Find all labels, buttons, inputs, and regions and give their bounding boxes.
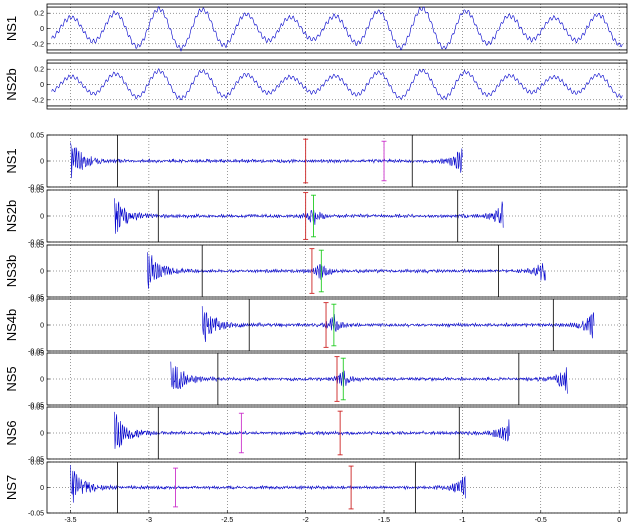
error-bar [337, 410, 343, 456]
y-axis-label: NS2b [4, 68, 19, 101]
panel-6: -0.05 0 0.05 NS5 [4, 351, 628, 410]
error-bar [323, 302, 329, 348]
series-line [114, 198, 504, 234]
panel-2: -0.05 0 0.05 NS1 [4, 133, 628, 192]
panel-5: -0.05 0 0.05 NS4b [4, 297, 628, 356]
error-bar [303, 138, 309, 184]
y-tick-label: 0 [40, 26, 44, 33]
panel-7: -0.05 0 0.05 NS6 [4, 405, 628, 464]
error-bar [340, 357, 346, 401]
y-tick-label: 0.05 [30, 351, 44, 358]
y-tick-label: 0 [40, 431, 44, 438]
y-axis-label: NS3b [4, 255, 19, 288]
panel-1: -0.2 0 0.2 NS2b [4, 59, 628, 110]
y-tick-label: 0 [40, 82, 44, 89]
x-tick-label: -1.5 [378, 517, 390, 524]
error-bar [309, 248, 315, 294]
y-tick-label: -0.05 [28, 403, 44, 410]
y-tick-label: 0.2 [34, 11, 44, 18]
y-tick-label: 0.05 [30, 297, 44, 304]
x-tick-label: 0 [617, 517, 621, 524]
y-tick-label: 0.2 [34, 67, 44, 74]
error-bar [310, 194, 316, 238]
error-bar [334, 356, 340, 402]
error-bar [173, 467, 179, 508]
y-tick-label: -0.2 [32, 41, 44, 48]
x-tick-label: -2 [303, 517, 309, 524]
x-tick-label: -3.5 [64, 517, 76, 524]
y-tick-label: -0.05 [28, 185, 44, 192]
series-line [147, 252, 546, 289]
series-line [70, 465, 466, 503]
error-bar [318, 249, 324, 293]
error-bar [348, 465, 354, 510]
panel-0: -0.2 0 0.2 NS1 [4, 3, 628, 54]
y-tick-label: 0.05 [30, 460, 44, 467]
y-tick-label: 0.05 [30, 405, 44, 412]
y-tick-label: 0 [40, 377, 44, 384]
y-tick-label: 0 [40, 159, 44, 166]
y-axis-label: NS2b [4, 200, 19, 233]
y-tick-label: 0.05 [30, 243, 44, 250]
y-tick-label: 0.05 [30, 133, 44, 140]
y-tick-label: -0.05 [28, 349, 44, 356]
y-tick-label: -0.05 [28, 511, 44, 518]
y-axis-label: NS5 [4, 366, 19, 391]
series-line [51, 5, 623, 52]
panel-3: -0.05 0 0.05 NS2b [4, 188, 628, 247]
error-bar [238, 412, 244, 454]
y-tick-label: -0.2 [32, 97, 44, 104]
error-bar [381, 140, 387, 182]
series-line [170, 361, 568, 394]
series-line [201, 306, 595, 343]
series-line [114, 411, 510, 449]
y-tick-label: -0.05 [28, 240, 44, 247]
panel-4: -0.05 0 0.05 NS3b [4, 243, 628, 302]
x-tick-label: -0.5 [535, 517, 547, 524]
x-tick-label: -3 [146, 517, 152, 524]
y-tick-label: 0 [40, 323, 44, 330]
y-tick-label: 0 [40, 214, 44, 221]
y-axis-label: NS1 [4, 148, 19, 173]
y-axis-label: NS4b [4, 309, 19, 342]
error-bar [331, 303, 337, 347]
series-line [70, 142, 463, 179]
y-tick-label: -0.05 [28, 295, 44, 302]
error-bar [303, 192, 309, 240]
y-tick-label: -0.05 [28, 457, 44, 464]
x-tick-label: -1 [459, 517, 465, 524]
panel-8: -0.05 0 0.05 NS7 -3.5 -3 -2.5 -2 -1.5 -1 -0.5 0 [4, 460, 628, 524]
y-axis-label: NS7 [4, 475, 19, 500]
y-tick-label: 0.05 [30, 188, 44, 195]
y-axis-label: NS1 [4, 16, 19, 41]
series-line [51, 68, 623, 101]
y-axis-label: NS6 [4, 420, 19, 445]
y-tick-label: 0 [40, 485, 44, 492]
x-tick-label: -2.5 [221, 517, 233, 524]
y-tick-label: 0 [40, 269, 44, 276]
